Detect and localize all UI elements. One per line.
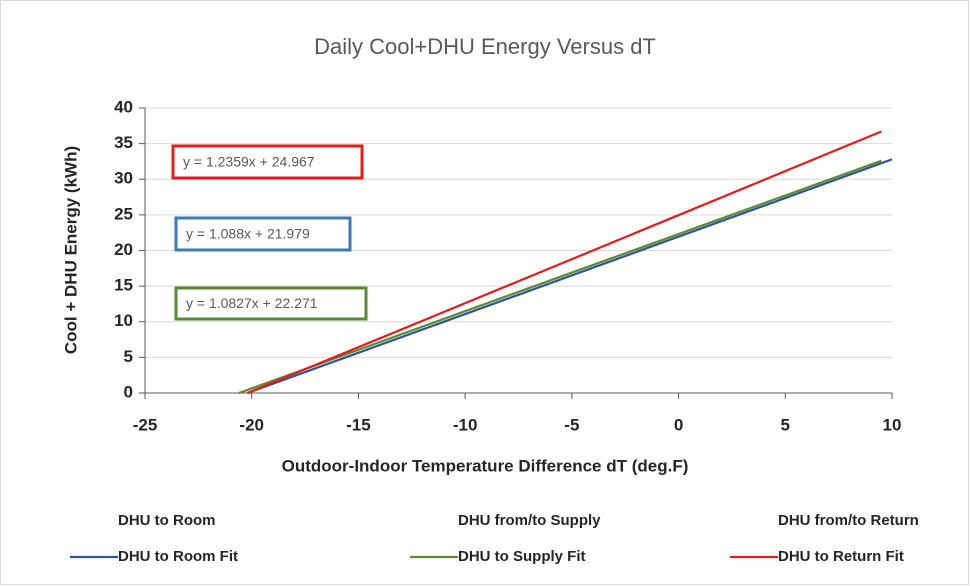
y-tick-label: 0: [124, 382, 133, 401]
x-tick-label: -10: [453, 415, 478, 434]
y-tick-label: 5: [124, 347, 133, 366]
legend-label: DHU to Room Fit: [118, 548, 238, 565]
y-tick-label: 15: [114, 276, 133, 295]
fit-line: [247, 158, 893, 395]
x-tick-label: -25: [133, 415, 158, 434]
annotation-box: [174, 216, 352, 252]
x-tick-label: -15: [346, 415, 371, 434]
y-axis-label: Cool + DHU Energy (kWh): [61, 146, 80, 354]
annotation-box: [171, 144, 364, 180]
y-tick-label: 10: [114, 311, 133, 330]
annotation: y = 1.0827x + 22.271: [186, 295, 318, 311]
chart-title: Daily Cool+DHU Energy Versus dT: [314, 34, 656, 59]
annotation: y = 1.2359x + 24.967: [183, 154, 315, 170]
y-tick-label: 35: [114, 133, 133, 152]
annotation-box: [174, 286, 368, 321]
x-tick-label: 10: [883, 415, 902, 434]
x-axis-label: Outdoor-Indoor Temperature Difference dT…: [282, 456, 689, 475]
x-tick-label: 5: [781, 415, 790, 434]
x-tick-label: -5: [564, 415, 579, 434]
y-tick-label: 30: [114, 169, 133, 188]
legend-label: DHU to Room: [118, 512, 216, 529]
legend-label: DHU to Supply Fit: [458, 548, 586, 565]
x-tick-label: -20: [239, 415, 264, 434]
y-tick-label: 25: [114, 204, 133, 223]
y-tick-label: 40: [114, 97, 133, 116]
fit-line: [238, 159, 882, 395]
fit-line: [247, 130, 882, 395]
annotation: y = 1.088x + 21.979: [186, 226, 310, 242]
legend-label: DHU from/to Supply: [458, 512, 601, 529]
legend-label: DHU to Return Fit: [778, 548, 904, 565]
legend-label: DHU from/to Return: [778, 512, 919, 529]
x-tick-label: 0: [674, 415, 683, 434]
y-tick-label: 20: [114, 240, 133, 259]
